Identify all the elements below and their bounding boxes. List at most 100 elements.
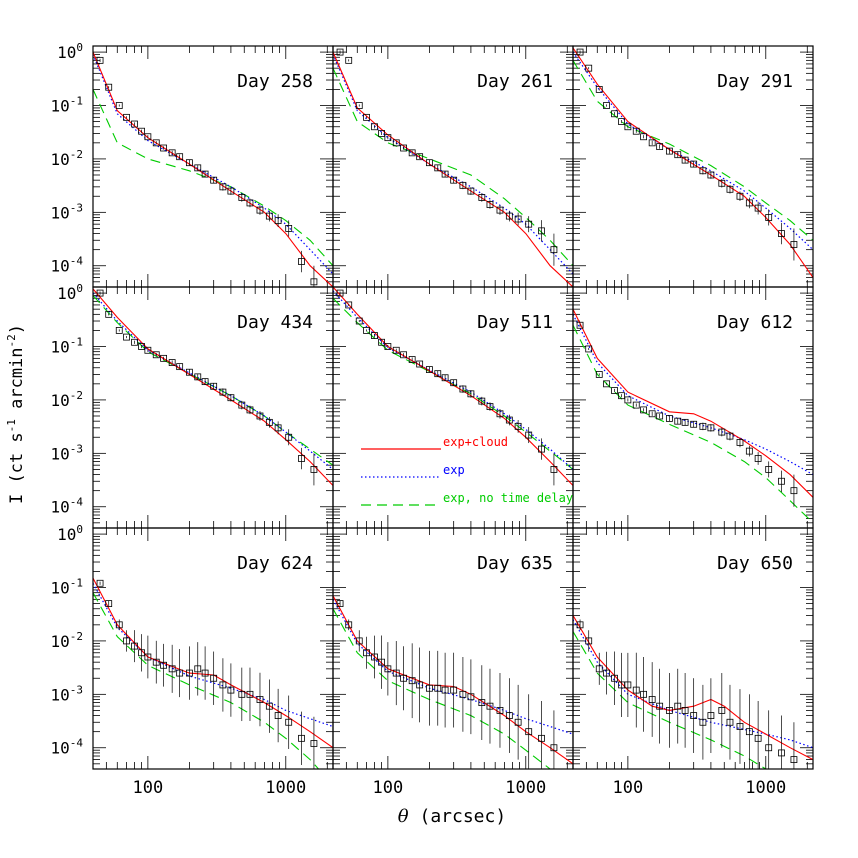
curve-exp-no-time-delay — [573, 60, 813, 241]
data-point — [765, 466, 773, 473]
curves — [573, 308, 813, 524]
data-point — [736, 723, 744, 730]
x-tick-label: 100 — [133, 778, 164, 798]
data-point — [459, 181, 467, 189]
data-point — [355, 317, 363, 325]
data-point — [144, 346, 152, 354]
data-point — [505, 416, 513, 424]
data-point — [152, 139, 160, 147]
data-point — [618, 118, 625, 125]
data-points — [96, 56, 318, 287]
data-point — [690, 712, 698, 719]
data-point — [176, 363, 184, 371]
data-point — [408, 356, 416, 363]
data-point — [115, 327, 123, 334]
y-tick-label: 100 — [57, 523, 83, 544]
data-point — [478, 699, 486, 707]
data-point — [168, 665, 176, 673]
data-point — [408, 149, 416, 157]
panel-title: Day 291 — [717, 71, 793, 92]
panel-title: Day 612 — [717, 312, 793, 333]
data-point — [105, 600, 113, 607]
data-point — [185, 368, 193, 376]
data-point — [265, 212, 273, 220]
y-tick-label: 10-4 — [50, 737, 83, 758]
data-point — [514, 718, 522, 726]
data-point — [576, 621, 584, 629]
data-point — [707, 712, 715, 719]
x-tick-label: 1000 — [265, 778, 306, 798]
data-point — [603, 669, 610, 677]
data-point — [778, 230, 785, 237]
data-point — [265, 702, 273, 710]
data-point — [400, 351, 407, 359]
data-point — [611, 674, 618, 682]
data-point — [434, 370, 442, 378]
data-point — [131, 338, 138, 346]
legend-label: exp, no time delay — [443, 491, 573, 505]
data-point — [726, 185, 734, 193]
y-tick-label: 10-1 — [50, 336, 83, 357]
data-points — [336, 289, 558, 486]
data-point — [256, 412, 264, 420]
y-tick-label: 100 — [57, 41, 83, 62]
data-point — [227, 686, 235, 694]
data-point — [690, 420, 698, 428]
x-tick-label: 1000 — [745, 778, 786, 798]
data-point — [115, 102, 123, 109]
data-point — [778, 477, 785, 485]
data-point — [194, 665, 202, 673]
data-point — [144, 653, 152, 661]
curve-exp-no-time-delay — [93, 295, 333, 466]
data-point — [699, 718, 707, 726]
data-points — [96, 289, 318, 486]
data-point — [210, 382, 218, 390]
data-point — [467, 693, 475, 701]
data-points — [576, 619, 798, 769]
data-point — [425, 684, 433, 692]
data-point — [378, 338, 385, 346]
data-point — [707, 171, 715, 179]
legend-label: exp+cloud — [443, 435, 508, 449]
y-tick-label: 10-3 — [50, 683, 83, 704]
data-point — [238, 194, 246, 201]
data-point — [745, 199, 753, 207]
data-point — [123, 333, 130, 341]
data-point — [185, 669, 193, 677]
data-point — [690, 160, 698, 168]
data-point — [371, 653, 378, 661]
data-point — [450, 686, 458, 694]
x-tick-label: 1000 — [505, 778, 546, 798]
data-point — [210, 176, 218, 184]
data-point — [603, 380, 610, 388]
panel-9: 100 1000 Day 650 — [572, 527, 814, 798]
data-point — [152, 658, 160, 666]
data-point — [726, 718, 734, 726]
data-point — [603, 102, 610, 109]
curve-exp-no-time-delay — [93, 89, 333, 267]
curve-exp — [333, 599, 573, 735]
data-point — [434, 684, 442, 692]
data-point — [624, 681, 632, 689]
data-point — [416, 153, 424, 161]
data-point — [611, 110, 618, 118]
data-point — [496, 707, 504, 714]
data-point — [745, 447, 753, 455]
data-point — [384, 343, 392, 350]
data-point — [201, 378, 209, 386]
data-point — [765, 214, 773, 221]
data-point — [227, 394, 235, 402]
curve-exp — [333, 54, 573, 275]
data-point — [336, 289, 344, 297]
data-point — [611, 387, 618, 394]
data-points — [576, 321, 798, 507]
curve-exp — [573, 619, 813, 749]
data-point — [392, 139, 400, 147]
data-point — [632, 401, 640, 409]
data-point — [656, 412, 664, 420]
data-point — [246, 406, 254, 414]
data-point — [274, 712, 282, 719]
curve-exp — [93, 292, 333, 470]
data-point — [219, 183, 227, 191]
